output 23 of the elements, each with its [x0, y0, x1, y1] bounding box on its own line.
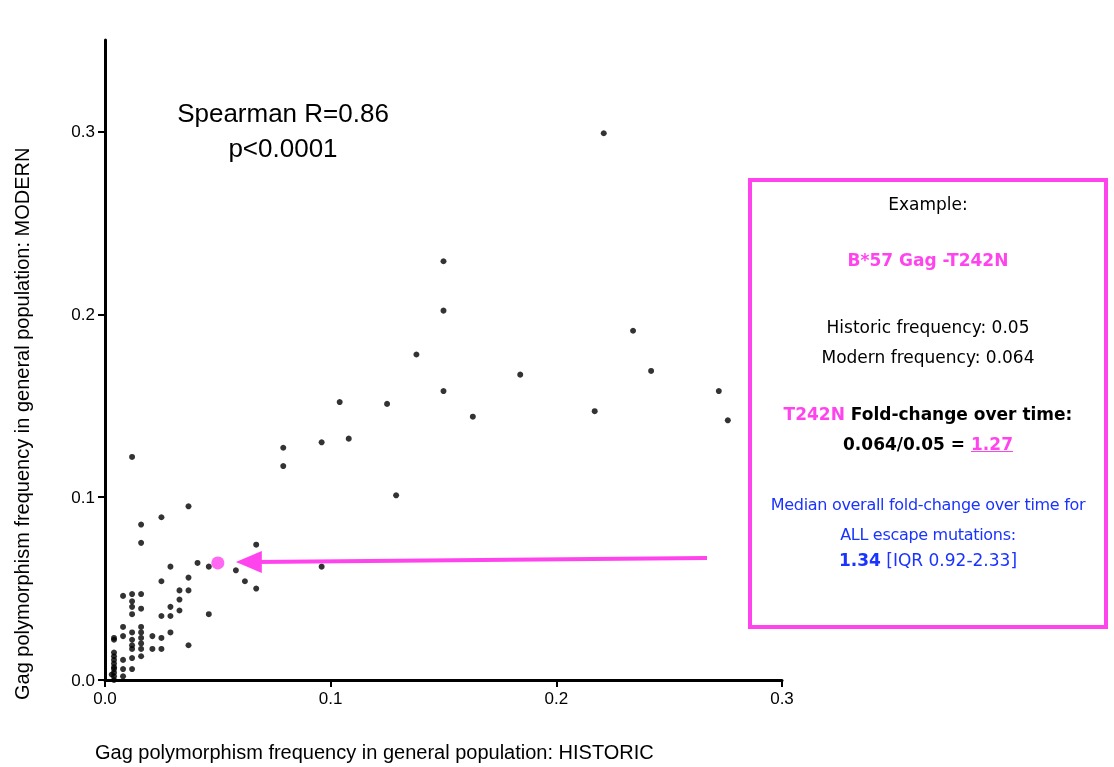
y-tick-label: 0.2: [71, 304, 95, 324]
x-tick-label: 0.2: [544, 689, 569, 708]
y-tick-label: 0.3: [71, 121, 95, 141]
text: [IQR 0.92-2.33]: [886, 550, 1018, 570]
annotation: p<0.0001: [227, 133, 339, 164]
y-axis-title: Gag polymorphism frequency in general population: MODERN: [11, 147, 33, 700]
x-tick-label: 0.3: [770, 689, 794, 708]
text: 1.27: [971, 434, 1013, 454]
annotation: Spearman R=0.86: [176, 98, 390, 129]
text: Fold-change over time:: [850, 404, 1073, 424]
text: Historic frequency: 0.05: [826, 317, 1030, 337]
text: Modern frequency: 0.064: [821, 347, 1035, 367]
text: 1.34: [838, 550, 881, 570]
text: T242N: [783, 404, 845, 424]
y-tick-label: 0.1: [71, 487, 95, 507]
text: B*57 Gag -T242N: [847, 250, 1009, 270]
annotation: Median overall fold-change over time for ALL escape mutations:: [770, 495, 1086, 544]
x-axis-title: Gag polymorphism frequency in general population: HISTORIC: [95, 741, 654, 763]
text: 0.064/0.05 =: [843, 434, 966, 454]
x-tick-label: 0.1: [318, 689, 343, 708]
text: Example:: [888, 194, 968, 214]
y-tick-label: 0.0: [71, 670, 95, 690]
x-tick-label: 0.0: [93, 689, 117, 708]
